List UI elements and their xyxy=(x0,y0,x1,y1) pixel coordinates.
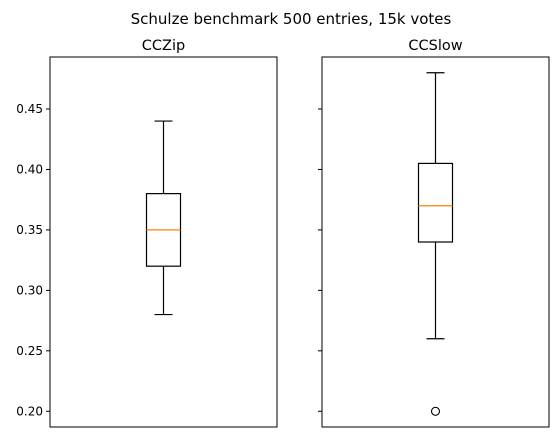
panel-cczip: CCZip 0.20 0.25 0.30 0.35 0.40 0.45 xyxy=(16,38,278,428)
panels: CCZip 0.20 0.25 0.30 0.35 0.40 0.45 CCSlow xyxy=(16,38,550,428)
y-tick-label: 0.20 xyxy=(16,404,43,418)
axes-frame xyxy=(321,56,550,428)
figure-title: Schulze benchmark 500 entries, 15k votes xyxy=(131,10,452,28)
y-tick-label: 0.25 xyxy=(16,344,43,358)
iqr-box xyxy=(417,162,454,243)
outlier-point xyxy=(430,406,441,416)
y-tick-label: 0.35 xyxy=(16,223,43,237)
y-tick-label: 0.45 xyxy=(16,102,43,116)
panel-title: CCSlow xyxy=(408,38,462,54)
panel-ccslow: CCSlow xyxy=(318,38,550,428)
axes-frame xyxy=(49,56,278,428)
y-tick-label: 0.40 xyxy=(16,162,43,176)
y-tick-label: 0.30 xyxy=(16,283,43,297)
panel-title: CCZip xyxy=(142,38,185,54)
